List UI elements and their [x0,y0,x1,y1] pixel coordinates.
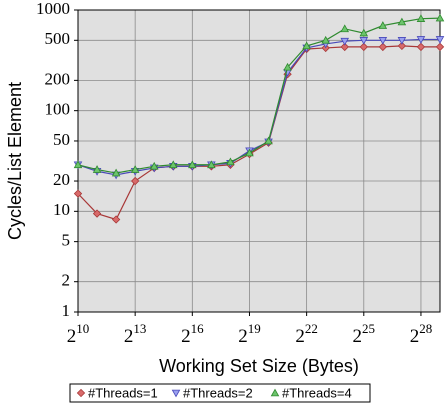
y-axis-label: Cycles/List Element [5,82,25,240]
x-tick-label: 210 [67,321,90,347]
x-tick-exponent: 10 [76,321,89,336]
x-tick-exponent: 13 [133,321,146,336]
point [321,35,330,44]
y-tick-label: 5 [62,231,71,250]
point [168,160,178,169]
x-tick-base: 2 [238,326,248,347]
point [283,62,292,71]
point [435,36,445,44]
x-tick-label: 222 [295,321,318,347]
point [340,37,350,46]
y-tick-label: 1 [62,301,71,320]
point [73,189,83,198]
y-tick-label: 50 [53,130,70,149]
x-tick-label: 225 [353,321,376,347]
point [397,37,407,45]
point [359,42,368,52]
y-tick-label: 100 [45,100,71,119]
point [340,42,349,52]
point [416,42,426,52]
x-tick-base: 2 [181,326,191,347]
point [149,161,159,170]
point [340,24,350,33]
point [111,215,121,224]
x-tick-base: 2 [410,326,420,347]
point [397,41,407,51]
x-axis-label: Working Set Size (Bytes) [159,356,359,376]
point [397,17,407,26]
point [378,37,388,45]
x-tick-label: 213 [124,321,147,347]
x-tick-exponent: 28 [419,321,432,336]
x-tick-label: 228 [410,321,433,347]
point [359,37,369,45]
point [92,165,102,173]
point [92,209,102,218]
legend-marker [171,389,181,398]
point [188,160,197,169]
x-tick-label: 219 [238,321,261,347]
point [416,36,426,44]
legend [69,383,371,403]
legend-marker [270,388,280,397]
y-tick-label: 200 [45,69,71,88]
point [378,42,388,52]
point [435,42,445,52]
legend-marker [76,388,86,398]
x-tick-base: 2 [67,326,77,347]
x-tick-exponent: 16 [191,321,205,336]
x-tick-exponent: 19 [248,321,261,336]
point [378,21,388,29]
legend-label: #Threads=4 [282,385,352,400]
y-tick-label: 10 [53,200,70,219]
y-tick-label: 500 [45,29,71,48]
y-tick-label: 20 [53,170,70,189]
point [111,168,121,177]
series-line [77,17,441,174]
point [130,165,140,173]
point [435,13,445,22]
x-tick-exponent: 22 [305,321,318,336]
point [245,148,254,157]
x-tick-base: 2 [295,326,305,347]
plot-area [78,10,440,312]
y-tick-label: 2 [62,271,71,290]
legend-label: #Threads=2 [183,385,253,400]
point [302,41,311,50]
point [207,160,216,169]
point [226,157,235,166]
x-tick-label: 216 [181,321,204,347]
legend-label: #Threads=1 [88,385,158,400]
point [130,176,140,186]
x-tick-base: 2 [353,326,363,347]
y-tick-label: 1000 [36,0,70,18]
point [416,14,426,22]
x-tick-base: 2 [124,326,134,347]
x-tick-exponent: 25 [362,321,375,336]
point [264,136,273,145]
point [359,28,369,37]
point [73,160,83,169]
